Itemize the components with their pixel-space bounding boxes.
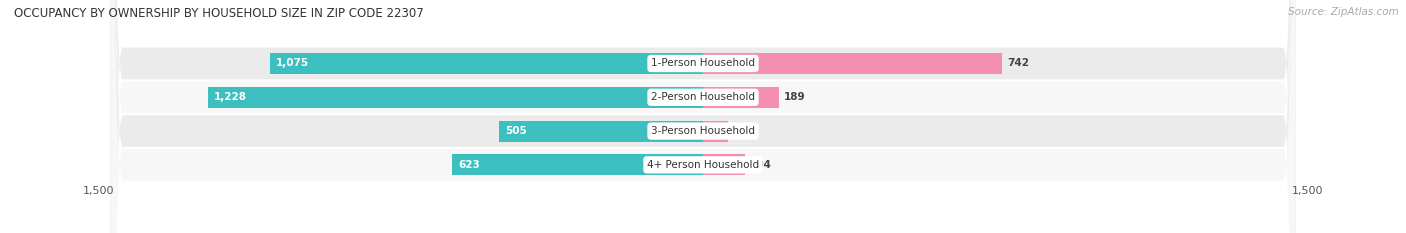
Text: 2-Person Household: 2-Person Household — [651, 92, 755, 102]
Text: 4+ Person Household: 4+ Person Household — [647, 160, 759, 170]
Text: 61: 61 — [733, 126, 747, 136]
Text: 3-Person Household: 3-Person Household — [651, 126, 755, 136]
FancyBboxPatch shape — [111, 0, 1295, 233]
Text: 1,228: 1,228 — [214, 92, 247, 102]
Text: 104: 104 — [749, 160, 772, 170]
Text: 189: 189 — [785, 92, 806, 102]
Bar — [499, 121, 703, 141]
Bar — [270, 53, 703, 74]
Bar — [703, 87, 779, 108]
FancyBboxPatch shape — [111, 0, 1295, 233]
Bar — [703, 154, 745, 175]
Text: 742: 742 — [1007, 58, 1029, 69]
Text: 505: 505 — [506, 126, 527, 136]
Text: 623: 623 — [458, 160, 479, 170]
FancyBboxPatch shape — [111, 0, 1295, 233]
Text: 1,075: 1,075 — [276, 58, 309, 69]
FancyBboxPatch shape — [111, 0, 1295, 233]
Text: Source: ZipAtlas.com: Source: ZipAtlas.com — [1288, 7, 1399, 17]
Text: OCCUPANCY BY OWNERSHIP BY HOUSEHOLD SIZE IN ZIP CODE 22307: OCCUPANCY BY OWNERSHIP BY HOUSEHOLD SIZE… — [14, 7, 423, 20]
Text: 1-Person Household: 1-Person Household — [651, 58, 755, 69]
Bar — [703, 121, 727, 141]
Bar — [208, 87, 703, 108]
Bar — [451, 154, 703, 175]
Bar — [703, 53, 1002, 74]
